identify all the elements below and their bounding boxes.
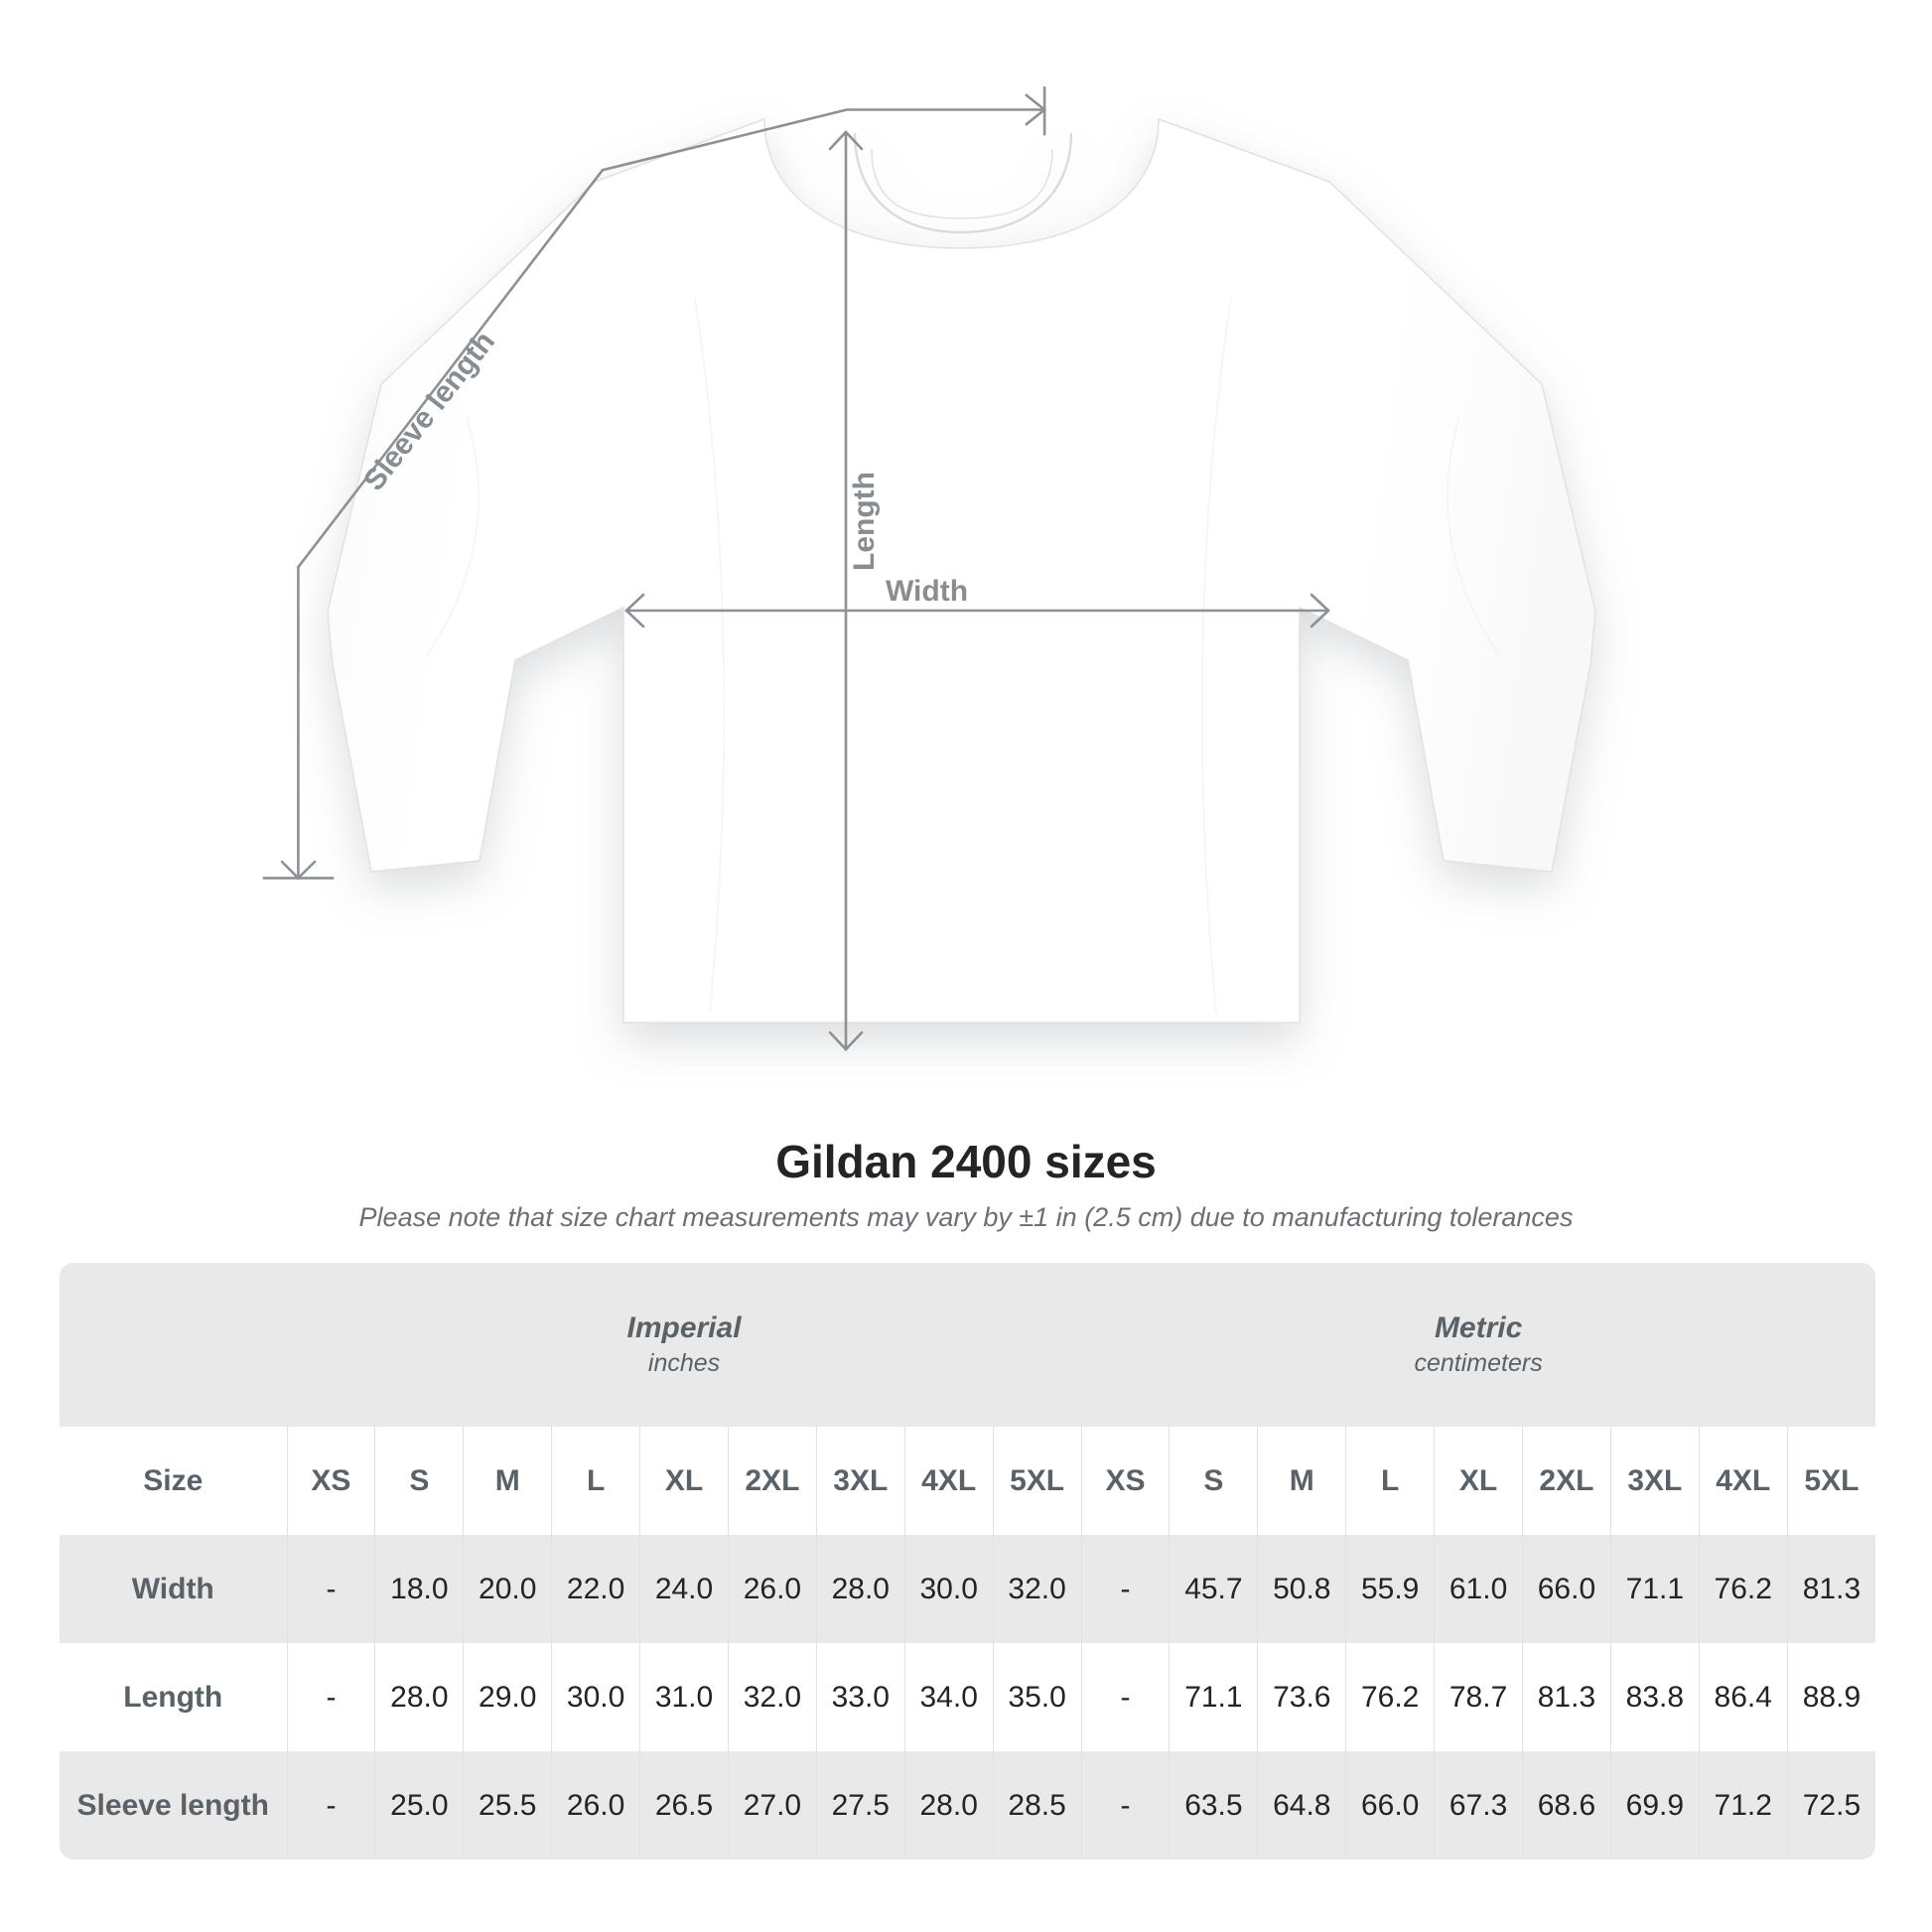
svg-text:Length: Length xyxy=(848,472,881,571)
svg-text:Width: Width xyxy=(886,575,968,608)
